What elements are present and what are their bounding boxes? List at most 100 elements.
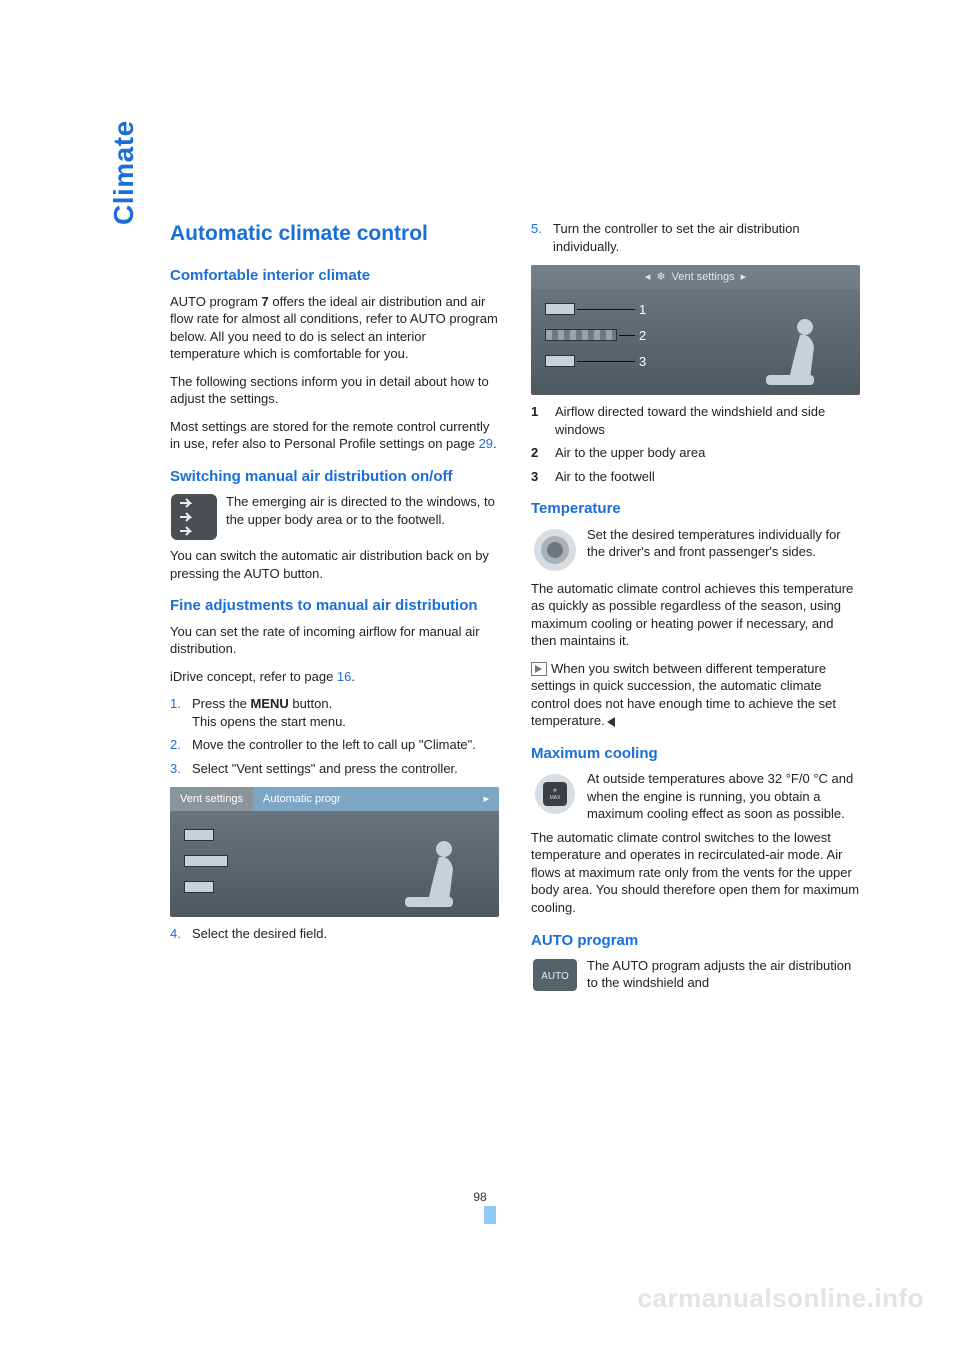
chevron-right-icon: ▸ [741,270,747,285]
legend-text: Air to the footwell [555,468,655,486]
page-link[interactable]: 29 [479,436,493,451]
step-item: 5. Turn the controller to set the air di… [531,220,860,255]
text: This opens the start menu. [192,714,346,729]
para: iDrive concept, refer to page 16. [170,668,499,686]
main-heading: Automatic climate control [170,220,499,248]
text: AUTO program [170,294,262,309]
legend-key: 3 [531,468,555,486]
step-number: 4. [170,925,192,943]
subheading-auto: AUTO program [531,931,860,951]
left-column: Automatic climate control Comfortable in… [170,220,499,999]
para: The automatic climate control switches t… [531,829,860,917]
icon-para: The emerging air is directed to the wind… [170,493,499,541]
legend-list: 1Airflow directed toward the windshield … [531,403,860,485]
text: . [493,436,497,451]
ss-scale [545,329,617,341]
legend-item: 1Airflow directed toward the windshield … [531,403,860,438]
watermark: carmanualsonline.info [638,1283,924,1314]
para: You can set the rate of incoming airflow… [170,623,499,658]
legend-key: 1 [531,403,555,438]
max-cool-button-icon: ❄ MAX [531,770,579,818]
text: Press the [192,696,251,711]
para: AUTO program 7 offers the ideal air dist… [170,293,499,363]
para: The automatic climate control achieves t… [531,580,860,650]
idrive-screenshot-2: ◂ ❄ Vent settings ▸ 1 2 3 [531,265,860,395]
step-text: Select the desired field. [192,925,327,943]
section-tab: Climate [108,120,140,225]
text: When you switch between different temper… [531,661,836,729]
ss-slider [184,829,214,841]
ss-body [170,811,499,917]
page-marker [484,1206,496,1224]
svg-text:MAX: MAX [550,795,562,801]
ss-tabbar: Vent settings Automatic progr ▸ [170,787,499,811]
svg-text:❄: ❄ [553,788,557,794]
ss-slider [184,855,228,867]
text: button. [289,696,332,711]
step-number: 1. [170,695,192,730]
step-number: 5. [531,220,553,255]
step-item: 3. Select "Vent settings" and press the … [170,760,499,778]
text: . [351,669,355,684]
text: Most settings are stored for the remote … [170,419,489,452]
subheading-temperature: Temperature [531,499,860,519]
text: iDrive concept, refer to page [170,669,337,684]
temperature-dial-icon [531,526,579,574]
step-text: Press the MENU button. This opens the st… [192,695,346,730]
legend-text: Air to the upper body area [555,444,705,462]
legend-item: 2Air to the upper body area [531,444,860,462]
seat-icon [399,839,469,915]
ordered-steps: 1. Press the MENU button. This opens the… [170,695,499,777]
ordered-steps: 5. Turn the controller to set the air di… [531,220,860,255]
bold-ref: 7 [262,294,269,309]
para: The following sections inform you in det… [170,373,499,408]
auto-button-icon: AUTO [531,957,579,993]
ss-leader-line [577,309,635,310]
svg-text:AUTO: AUTO [541,971,569,982]
ss-callout-2: 2 [639,327,646,345]
icon-para: AUTO The AUTO program adjusts the air di… [531,957,860,993]
ordered-steps: 4. Select the desired field. [170,925,499,943]
step-text: Turn the controller to set the air distr… [553,220,860,255]
icon-para: ❄ MAX At outside temperatures above 32 °… [531,770,860,823]
ss-tabbar: ◂ ❄ Vent settings ▸ [531,265,860,289]
ss-slider [545,303,575,315]
icon-text: The AUTO program adjusts the air distrib… [587,957,860,993]
step-number: 2. [170,736,192,754]
ss-tab-vent: Vent settings [170,787,253,811]
step-number: 3. [170,760,192,778]
subheading-switching: Switching manual air distribution on/off [170,467,499,487]
para: Most settings are stored for the remote … [170,418,499,453]
page-number: 98 [473,1190,486,1204]
subheading-fine: Fine adjustments to manual air distribut… [170,596,499,616]
ss-callout-3: 3 [639,353,646,371]
step-text: Move the controller to the left to call … [192,736,476,754]
step-item: 1. Press the MENU button. This opens the… [170,695,499,730]
subheading-max-cooling: Maximum cooling [531,744,860,764]
icon-text: At outside temperatures above 32 °F/0 °C… [587,770,860,823]
legend-item: 3Air to the footwell [531,468,860,486]
icon-text: Set the desired temperatures individuall… [587,526,860,574]
step-item: 4. Select the desired field. [170,925,499,943]
step-item: 2. Move the controller to the left to ca… [170,736,499,754]
idrive-screenshot-1: Vent settings Automatic progr ▸ [170,787,499,917]
page-link[interactable]: 16 [337,669,351,684]
chevron-left-icon: ◂ [645,270,651,285]
ss-tab-auto: Automatic progr ▸ [253,787,499,811]
subheading-comfortable: Comfortable interior climate [170,266,499,286]
end-mark-icon [607,717,615,727]
seat-icon [760,317,830,393]
ss-slider [184,881,214,893]
icon-text: The emerging air is directed to the wind… [226,493,499,541]
right-column: 5. Turn the controller to set the air di… [531,220,860,999]
legend-text: Airflow directed toward the windshield a… [555,403,860,438]
chevron-right-icon: ▸ [483,787,489,811]
snowflake-icon: ❄ [656,270,665,285]
para: You can switch the automatic air distrib… [170,547,499,582]
step-text: Select "Vent settings" and press the con… [192,760,458,778]
note-para: When you switch between different temper… [531,660,860,730]
manual-page: Climate Automatic climate control Comfor… [0,0,960,1358]
note-icon [531,662,547,676]
air-distribution-icon [170,493,218,541]
legend-key: 2 [531,444,555,462]
